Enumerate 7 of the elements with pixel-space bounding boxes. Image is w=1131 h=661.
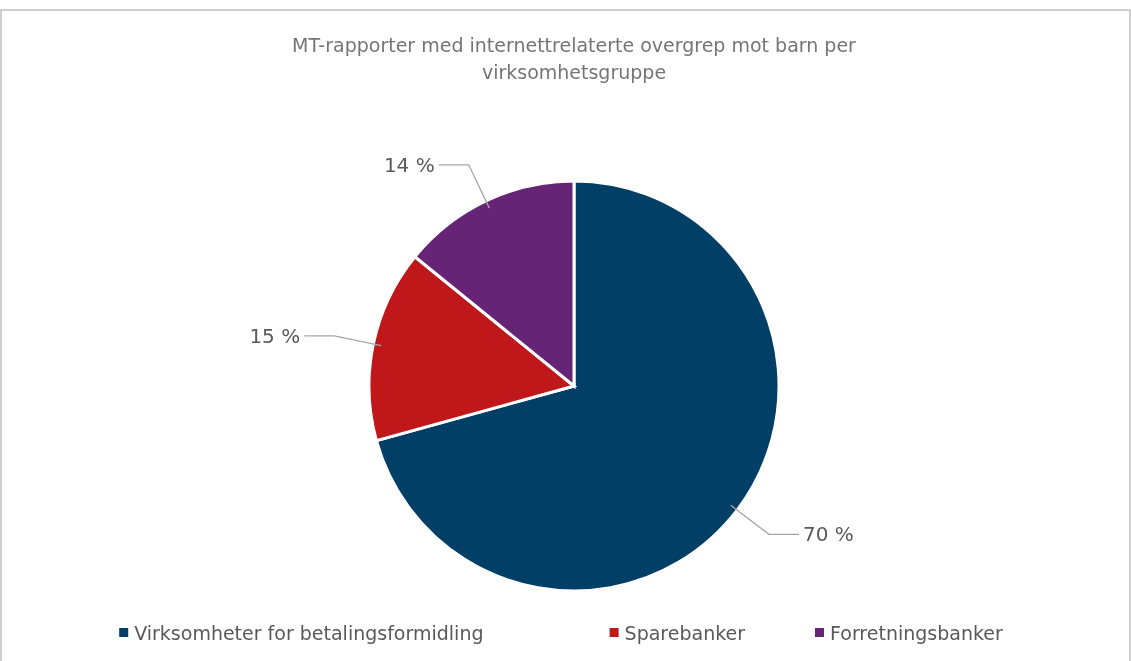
- legend-label: Virksomheter for betalingsformidling: [134, 621, 484, 644]
- chart-title: MT-rapporter med internettrelaterte overgrep mot barn per virksomhetsgruppe: [292, 34, 857, 83]
- data-label: 70 %: [802, 522, 854, 547]
- legend-label: Sparebanker: [624, 621, 746, 644]
- data-label: 15 %: [249, 323, 301, 348]
- legend-label: Forretningsbanker: [830, 621, 1003, 644]
- data-label: 14 %: [383, 152, 435, 177]
